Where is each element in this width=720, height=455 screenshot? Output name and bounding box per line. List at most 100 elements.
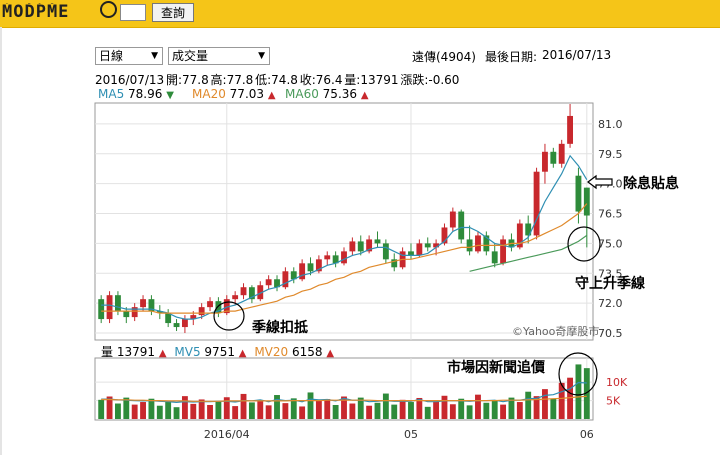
candle-body <box>466 239 473 252</box>
annotation-seasonal-support: 季線扣抵 <box>251 319 308 336</box>
volume-bar <box>190 403 197 419</box>
down-triangle-icon: ▼ <box>166 90 174 101</box>
volume-bar <box>433 401 440 419</box>
annotation-above-seasonal: 守上升季線 <box>575 275 645 292</box>
candle-body <box>156 311 163 314</box>
annotation-news-chase: 市場因新聞追價 <box>447 359 546 376</box>
chevron-down-icon: ▼ <box>258 51 265 61</box>
candle-body <box>382 243 389 260</box>
volume-bar <box>165 401 172 419</box>
volume-bar <box>257 400 264 419</box>
candle-body <box>391 259 398 268</box>
volume-bar <box>533 396 540 419</box>
mv5-value: 9751 <box>204 345 235 359</box>
candle-body <box>223 299 230 314</box>
ma5-label: MA5 <box>98 87 125 101</box>
candle-body <box>190 315 197 320</box>
candle-body <box>173 323 180 328</box>
volume-legend: 量 13791 ▲ MV5 9751 ▲ MV20 6158 ▲ <box>101 343 334 360</box>
candle-body <box>257 285 264 300</box>
volume-bar <box>441 395 448 419</box>
site-logo[interactable]: ḾŌḊṔṀĒ <box>2 3 70 22</box>
candle-body <box>357 241 364 252</box>
volume-bar <box>575 364 582 419</box>
volume-bar <box>391 404 398 419</box>
candle-body <box>349 241 356 252</box>
volume-bar <box>299 406 306 419</box>
candle-body <box>131 307 138 318</box>
indicator-select[interactable]: 成交量 ▼ <box>168 47 270 65</box>
last-date-label: 最後日期: <box>485 50 538 64</box>
mv20-value: 6158 <box>292 345 323 359</box>
volume-bar <box>156 405 163 419</box>
ma20-legend: MA20 77.03 ▲ <box>192 87 276 101</box>
volume-bar <box>516 402 523 419</box>
volume-bar <box>98 399 105 419</box>
volume-bar <box>324 399 331 419</box>
left-divider <box>0 27 2 455</box>
volume-tick-label: 5K <box>606 395 621 408</box>
arrow-left-icon <box>587 174 613 190</box>
candle-body <box>299 263 306 280</box>
search-button[interactable]: 查詢 <box>152 3 194 22</box>
volume-bar <box>148 398 155 419</box>
volume-bar <box>332 404 339 419</box>
volume-bar <box>458 398 465 419</box>
candle-body <box>575 175 582 212</box>
annotation-circle-support <box>213 301 245 331</box>
volume-bar <box>240 393 247 419</box>
candle-body <box>307 263 314 272</box>
candle-body <box>148 299 155 312</box>
volume-bar <box>307 392 314 419</box>
ohlc-info: 2016/07/13 開:77.8 高:77.8 低:74.8 收:76.4 量… <box>95 73 460 87</box>
candle-body <box>542 151 548 172</box>
candle-body <box>165 313 172 324</box>
candle-body <box>483 235 490 252</box>
annotation-circle-volume <box>558 352 598 396</box>
candle-body <box>240 287 247 296</box>
volume-bar <box>123 397 130 419</box>
candle-body <box>341 251 347 264</box>
volume-bar <box>357 397 364 419</box>
candle-body <box>265 279 272 286</box>
volume-bar <box>424 406 431 419</box>
volume-bar <box>223 397 230 419</box>
watermark: ©Yahoo奇摩股市 <box>512 324 599 338</box>
price-tick-label: 81.0 <box>598 118 623 131</box>
stock-search-input[interactable] <box>120 4 146 21</box>
price-tick-label: 79.5 <box>598 148 623 161</box>
mv20-label: MV20 <box>254 345 289 359</box>
volume-bar <box>550 398 557 419</box>
candle-body <box>500 239 507 264</box>
volume-bar <box>399 399 406 419</box>
period-select-value: 日線 <box>99 49 124 63</box>
up-triangle-icon: ▲ <box>238 348 247 359</box>
volume-bar <box>382 393 389 419</box>
candle-body <box>274 279 280 288</box>
period-select[interactable]: 日線 ▼ <box>95 47 163 65</box>
candle-body <box>441 227 448 244</box>
price-tick-label: 73.5 <box>598 267 623 280</box>
volume-bar <box>366 405 373 419</box>
indicator-select-value: 成交量 <box>172 49 209 63</box>
candle-body <box>583 187 590 216</box>
volume-bar <box>542 389 548 419</box>
volume-bar <box>525 391 532 419</box>
volume-bar <box>248 402 255 419</box>
price-tick-label: 75.0 <box>598 237 623 250</box>
candle-body <box>408 251 414 256</box>
candle-body <box>215 301 222 314</box>
volume-bar <box>475 394 481 419</box>
candle-body <box>207 301 213 308</box>
ma5-legend: MA5 78.96 ▼ <box>98 87 174 101</box>
mv5-line <box>101 381 587 404</box>
annotation-circle-ma60 <box>567 226 601 262</box>
price-panel-frame <box>94 102 594 341</box>
candle-body <box>332 255 339 264</box>
candle-body <box>525 223 532 236</box>
candle-body <box>558 143 565 164</box>
volume-bar <box>106 396 113 419</box>
mv5-label: MV5 <box>174 345 201 359</box>
candle-body <box>98 299 105 320</box>
